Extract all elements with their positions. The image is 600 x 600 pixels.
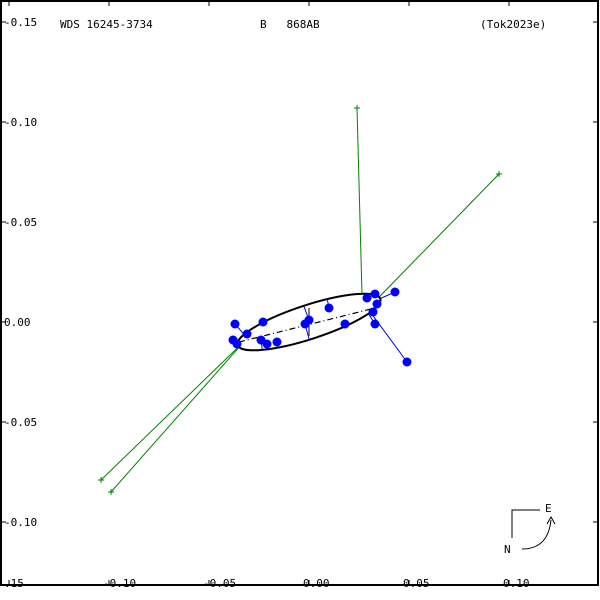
y-tick-label: 0.00 (4, 316, 31, 329)
y-tick-label: -0.15 (4, 16, 37, 29)
measure-point (390, 287, 400, 297)
measure-point (258, 317, 268, 327)
micrometer-point (108, 489, 114, 495)
north-label: N (504, 543, 511, 556)
arrowhead-icon (546, 515, 556, 525)
micrometer-residual-line (110, 346, 240, 493)
pair-name: B 868AB (260, 18, 320, 31)
measure-points (228, 287, 412, 367)
measure-point (368, 307, 378, 317)
measure-point (370, 319, 380, 329)
measure-point (324, 303, 334, 313)
y-tick-label: -0.10 (4, 116, 37, 129)
axis-ticks (1, 1, 598, 585)
micrometer-residual-lines (100, 107, 500, 493)
x-tick-label: .15 (4, 577, 24, 590)
micrometer-points (98, 105, 502, 495)
micrometer-point (496, 171, 502, 177)
measure-point (402, 357, 412, 367)
y-tick-label: -0.10 (4, 516, 37, 529)
plot-frame (0, 0, 599, 586)
measure-point (340, 319, 350, 329)
x-tick-label: 0.05 (403, 577, 430, 590)
measure-point (262, 339, 272, 349)
x-tick-label: 0.00 (303, 577, 330, 590)
measure-point (304, 315, 314, 325)
x-tick-label: -0.10 (103, 577, 136, 590)
measure-point (272, 337, 282, 347)
orientation-bracket (511, 509, 540, 538)
micrometer-residual-line (100, 346, 239, 481)
reference-code: (Tok2023e) (480, 18, 546, 31)
micrometer-residual-line (356, 107, 363, 294)
measure-point (362, 293, 372, 303)
y-tick-label: -0.05 (4, 416, 37, 429)
east-label: E (545, 502, 552, 515)
micrometer-point (354, 105, 360, 111)
rotation-arrow-icon (521, 519, 552, 550)
measure-point (230, 319, 240, 329)
measure-point (370, 289, 380, 299)
measure-point (232, 339, 242, 349)
axis-tick-labels: .15 -0.10 -0.05 0.00 0.05 0.10 -0.15 -0.10 -0.05… (4, 16, 530, 590)
micrometer-point (98, 477, 104, 483)
micrometer-residual-line (378, 173, 500, 298)
measure-point (242, 329, 252, 339)
measure-point (372, 299, 382, 309)
x-tick-label: 0.10 (503, 577, 530, 590)
x-tick-label: -0.05 (203, 577, 236, 590)
star-designation: WDS 16245-3734 (60, 18, 153, 31)
orientation-indicator: E N (504, 502, 556, 556)
y-tick-label: -0.05 (4, 216, 37, 229)
